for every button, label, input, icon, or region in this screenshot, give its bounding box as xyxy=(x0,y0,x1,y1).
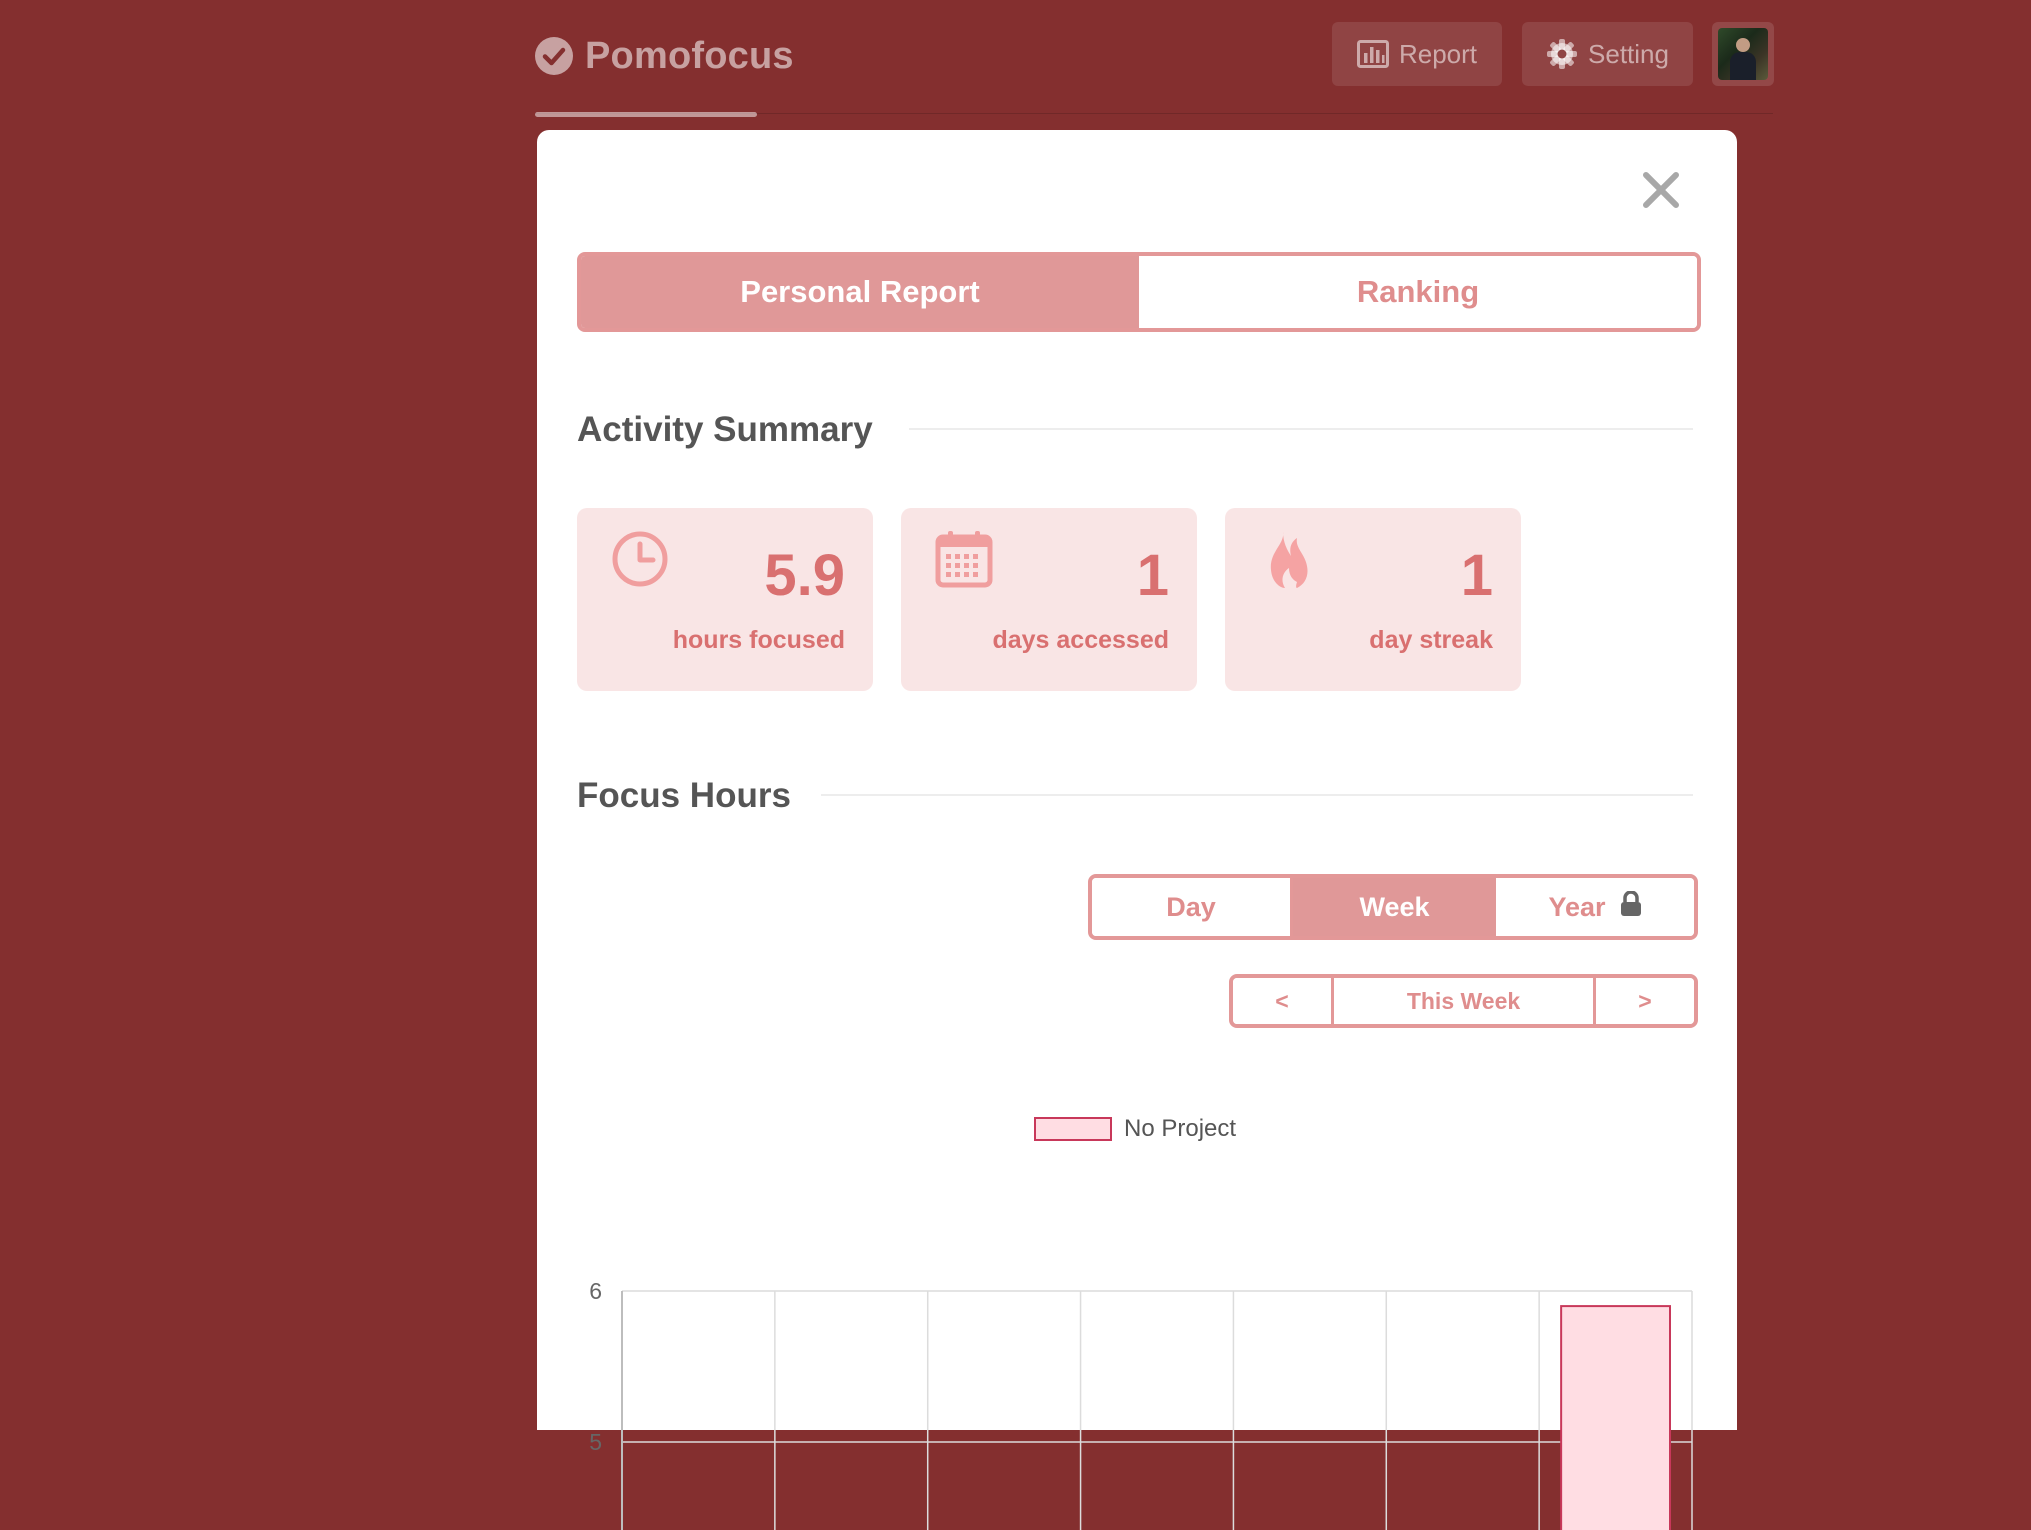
range-week-label: Week xyxy=(1359,891,1430,922)
flame-icon xyxy=(1259,530,1317,597)
range-week-button[interactable]: Week xyxy=(1293,878,1496,936)
close-icon xyxy=(1642,171,1680,214)
check-circle-icon xyxy=(535,37,573,75)
range-year-button[interactable]: Year xyxy=(1496,878,1694,936)
header-divider xyxy=(535,113,1773,114)
current-week-button[interactable]: This Week xyxy=(1334,978,1596,1024)
week-navigator: < This Week > xyxy=(1229,974,1698,1028)
hours-focused-label: hours focused xyxy=(672,626,845,654)
tab-ranking[interactable]: Ranking xyxy=(1139,256,1697,328)
activity-summary-title: Activity Summary xyxy=(577,410,873,449)
stat-card-hours: 5.9 hours focused xyxy=(577,508,873,691)
timer-progress-bar xyxy=(535,112,757,117)
clock-icon xyxy=(611,530,669,593)
focus-hours-title: Focus Hours xyxy=(577,776,791,815)
y-tick-label: 6 xyxy=(589,1278,602,1304)
stat-card-days: 1 days accessed xyxy=(901,508,1197,691)
chart-legend[interactable]: No Project xyxy=(1034,1115,1236,1143)
day-streak-value: 1 xyxy=(1460,543,1493,608)
top-header: Pomofocus Report xyxy=(0,0,2031,130)
y-tick-label: 5 xyxy=(589,1429,602,1455)
range-selector: Day Week Year xyxy=(1088,874,1698,940)
hours-focused-value: 5.9 xyxy=(764,543,845,608)
days-accessed-label: days accessed xyxy=(992,626,1169,654)
days-accessed-value: 1 xyxy=(1136,543,1169,608)
day-streak-label: day streak xyxy=(1369,626,1493,654)
report-modal: Personal Report Ranking Activity Summary… xyxy=(537,130,1737,1530)
lock-icon xyxy=(1620,889,1642,924)
close-button[interactable] xyxy=(1637,168,1685,216)
range-year-label: Year xyxy=(1548,891,1606,922)
chart-bar xyxy=(1560,1305,1671,1530)
avatar[interactable] xyxy=(1712,22,1774,86)
report-button[interactable]: Report xyxy=(1332,22,1502,86)
legend-label: No Project xyxy=(1124,1115,1237,1142)
section-divider xyxy=(909,428,1693,430)
focus-hours-chart: 65 xyxy=(589,1278,1693,1530)
calendar-icon xyxy=(935,530,993,593)
report-label: Report xyxy=(1398,38,1478,69)
avatar-image xyxy=(1718,28,1768,80)
stat-card-streak: 1 day streak xyxy=(1225,508,1521,691)
range-day-label: Day xyxy=(1166,891,1216,922)
setting-button[interactable]: Setting xyxy=(1522,22,1693,86)
report-tabs: Personal Report Ranking xyxy=(577,252,1701,332)
app-name: Pomofocus xyxy=(585,34,794,77)
bar-chart-icon xyxy=(1356,40,1389,68)
setting-label: Setting xyxy=(1588,38,1669,69)
legend-swatch xyxy=(1034,1117,1112,1141)
prev-week-button[interactable]: < xyxy=(1233,978,1334,1024)
next-week-button[interactable]: > xyxy=(1596,978,1694,1024)
section-divider xyxy=(821,794,1693,796)
range-day-button[interactable]: Day xyxy=(1092,878,1293,936)
gear-icon xyxy=(1546,38,1578,70)
tab-personal-report[interactable]: Personal Report xyxy=(581,256,1139,328)
brand[interactable]: Pomofocus xyxy=(535,28,794,84)
